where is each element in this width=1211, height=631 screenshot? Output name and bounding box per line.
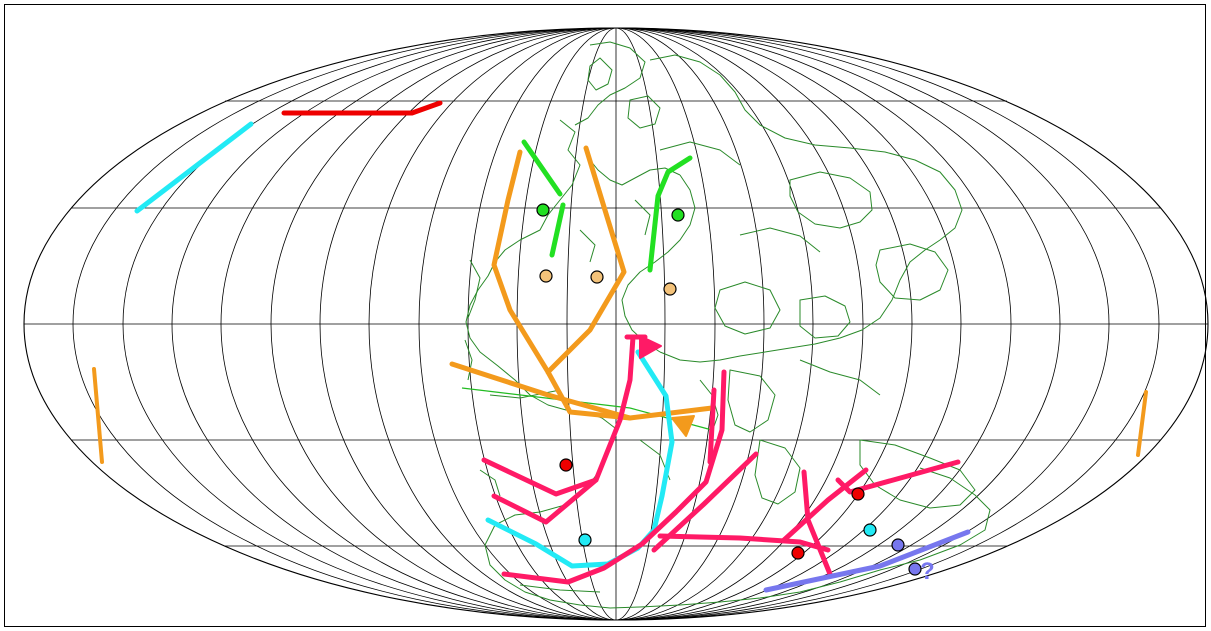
coastline [467, 259, 481, 319]
green-marker [671, 208, 685, 222]
coastline [465, 119, 616, 429]
green-line [549, 202, 566, 258]
coastline [659, 141, 741, 166]
cyan-line [134, 121, 254, 214]
magenta-arrowhead [639, 335, 662, 359]
orange-line [1136, 390, 1148, 457]
coastline [789, 171, 873, 229]
coastline [714, 281, 781, 335]
coastline [574, 41, 646, 126]
point-markers [536, 203, 922, 576]
blue-marker [891, 538, 905, 552]
coastline [799, 359, 881, 396]
coastline [754, 439, 801, 505]
magenta-line [801, 469, 833, 577]
peach-marker [663, 282, 677, 296]
reference-line [461, 387, 631, 409]
magenta-line [835, 459, 961, 495]
cyan-marker [863, 523, 877, 537]
red-marker [851, 487, 865, 501]
coastline [479, 469, 501, 497]
question-mark-label: ? [920, 558, 935, 585]
orange-arrowhead [671, 415, 695, 437]
green-reference-line [461, 387, 713, 431]
red-marker [559, 458, 573, 472]
cyan-marker [578, 533, 592, 547]
coastline [639, 467, 991, 608]
magenta-line [657, 533, 831, 553]
map-frame [4, 4, 1206, 627]
magenta-line [781, 467, 869, 543]
orange-ridge [491, 149, 551, 375]
green-line [521, 139, 563, 197]
coastline [659, 239, 941, 363]
red-marker [791, 546, 805, 560]
coastline [727, 369, 776, 433]
peach-marker [539, 269, 553, 283]
coastline [634, 199, 651, 236]
magenta-line [481, 334, 636, 497]
graticule [23, 27, 1209, 621]
coastline [621, 174, 696, 353]
coastline [587, 57, 613, 91]
coastline [875, 243, 949, 301]
coastline [627, 95, 661, 129]
red-line [281, 100, 443, 116]
coastline [589, 159, 681, 186]
coastline [649, 54, 963, 241]
coastline [799, 295, 851, 339]
coastline [464, 339, 473, 381]
coastline [859, 439, 976, 509]
peach-marker [590, 270, 604, 284]
feature-lines [92, 100, 1148, 593]
green-marker [536, 203, 550, 217]
coastline [579, 229, 596, 263]
magenta-line [707, 387, 717, 465]
orange-line [92, 367, 104, 464]
blue-line [763, 529, 971, 593]
coastlines [464, 41, 991, 609]
coastline [519, 584, 601, 593]
blue-marker [908, 562, 922, 576]
magenta-line [501, 369, 727, 585]
magenta-line [491, 477, 599, 525]
green-line [647, 155, 693, 273]
orange-ridge [545, 369, 633, 421]
orange-ridge [545, 145, 627, 375]
coastline [739, 227, 821, 253]
orange-ridge [449, 361, 715, 421]
